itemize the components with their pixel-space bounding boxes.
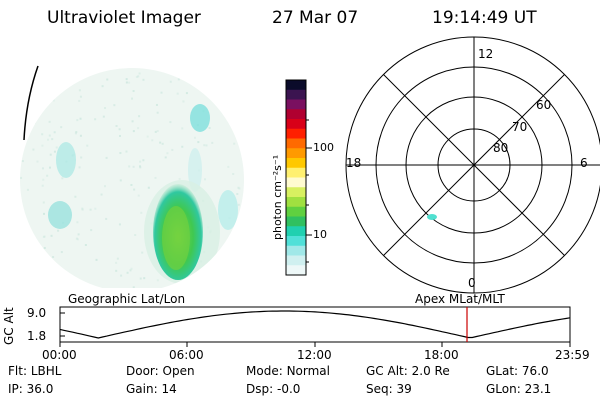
mlt-label-0: 0 — [468, 276, 476, 290]
status-seq: Seq: 39 — [366, 382, 412, 396]
altitude-curve — [59, 310, 571, 339]
uv-image-disk — [20, 68, 244, 288]
colorbar-segment — [286, 109, 306, 120]
status-glat: GLat: 76.0 — [486, 364, 549, 378]
colorbar-segment — [286, 226, 306, 237]
colorbar-segment — [286, 80, 306, 91]
colorbar-segment — [286, 265, 306, 276]
timeline-tick-0000: 00:00 — [42, 348, 77, 362]
time-label: 19:14:49 UT — [432, 8, 537, 28]
mlt-label-12: 12 — [478, 47, 494, 61]
colorbar-unit-label: photon cm⁻²s⁻¹ — [271, 154, 284, 240]
colorbar-segment — [286, 216, 306, 227]
status-mode: Mode: Normal — [246, 364, 330, 378]
colorbar-segment — [286, 245, 306, 256]
status-gcalt: GC Alt: 2.0 Re — [366, 364, 450, 378]
colorbar-segment — [286, 187, 306, 198]
timeline-ymax: 9.0 — [27, 306, 47, 320]
timeline-ymin: 1.8 — [27, 329, 47, 343]
mlt-label-18: 18 — [346, 156, 362, 170]
colorbar-segment — [286, 177, 306, 188]
timeline-left-title: Geographic Lat/Lon — [68, 292, 186, 306]
status-gain: Gain: 14 — [126, 382, 177, 396]
lat-label-70: 70 — [512, 120, 528, 134]
colorbar-segment — [286, 89, 306, 100]
timeline-tick-2359: 23:59 — [555, 348, 590, 362]
lat-label-80: 80 — [493, 141, 509, 155]
polar-plot — [345, 36, 600, 294]
mlt-label-6: 6 — [580, 156, 588, 170]
colorbar-segment — [286, 148, 306, 159]
timeline-panel — [59, 306, 571, 347]
colorbar-segment — [286, 167, 306, 178]
colorbar-segment — [286, 99, 306, 110]
colorbar-segment — [286, 128, 306, 139]
timeline-tick-0600: 06:00 — [169, 348, 204, 362]
colorbar-segment — [286, 119, 306, 130]
instrument-title: Ultraviolet Imager — [47, 8, 201, 28]
earth-limb-arc — [23, 65, 39, 141]
status-door: Door: Open — [126, 364, 195, 378]
colorbar-frame — [285, 79, 307, 276]
colorbar — [286, 80, 306, 276]
lat-label-60: 60 — [536, 98, 552, 112]
colorbar-segment — [286, 206, 306, 217]
status-glon: GLon: 23.1 — [486, 382, 552, 396]
timeline-right-title: Apex MLat/MLT — [415, 292, 505, 306]
date-label: 27 Mar 07 — [272, 8, 359, 28]
status-dsp: Dsp: -0.0 — [246, 382, 301, 396]
colorbar-tick-10: 10 — [313, 228, 327, 241]
colorbar-segment — [286, 197, 306, 208]
colorbar-segment — [286, 255, 306, 266]
colorbar-segment — [286, 158, 306, 169]
timeline-tick-1800: 18:00 — [424, 348, 459, 362]
status-flt: Flt: LBHL — [8, 364, 62, 378]
timeline-tick-1200: 12:00 — [297, 348, 332, 362]
polar-aurora-patch — [427, 214, 437, 220]
colorbar-segment — [286, 138, 306, 149]
colorbar-segment — [286, 236, 306, 247]
timeline-axis-label: GC Alt — [2, 307, 16, 345]
status-ip: IP: 36.0 — [8, 382, 54, 396]
colorbar-tick-100: 100 — [313, 141, 334, 154]
